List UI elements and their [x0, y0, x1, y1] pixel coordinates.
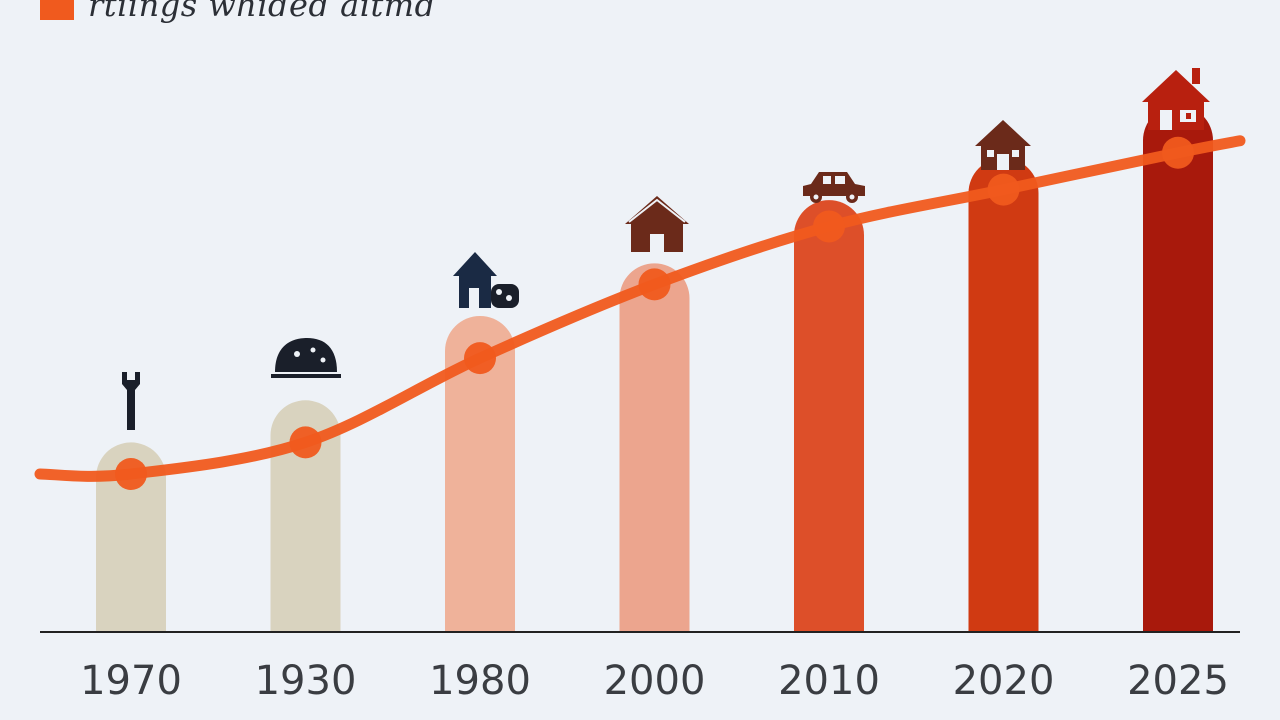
line-point-2020: [987, 173, 1020, 206]
tick-label-2010: 2010: [778, 658, 880, 704]
bar-2025: [1143, 105, 1213, 633]
house-with-basket-icon: [453, 252, 519, 308]
bread-icon: [271, 338, 341, 378]
bar-2000: [619, 263, 690, 632]
tick-label-2020: 2020: [953, 658, 1055, 704]
tick-label-1930: 1930: [255, 658, 357, 704]
tick-label-1980: 1980: [429, 658, 531, 704]
bar-1930: [270, 400, 341, 632]
red-house-icon: [1142, 68, 1210, 130]
line-point-1930: [289, 426, 322, 459]
tick-label-1970: 1970: [80, 658, 182, 704]
tick-label-2000: 2000: [604, 658, 706, 704]
small-house-icon: [975, 120, 1031, 170]
bar-1980: [445, 316, 515, 632]
line-point-1980: [464, 342, 496, 375]
tick-label-2025: 2025: [1127, 658, 1229, 704]
legend-label: rtiings whided aitmd: [88, 0, 436, 24]
car-icon: [803, 172, 865, 203]
legend-swatch: [40, 0, 74, 20]
wrench-icon: [122, 372, 140, 430]
line-point-2000: [638, 268, 671, 301]
bar-2020: [968, 158, 1039, 632]
line-point-2025: [1162, 136, 1194, 169]
house-icon: [625, 196, 689, 252]
bar-1970: [96, 442, 166, 632]
bar-2010: [794, 200, 864, 632]
legend: rtiings whided aitmd: [40, 0, 436, 24]
line-point-1970: [115, 458, 147, 490]
line-point-2010: [813, 210, 845, 243]
